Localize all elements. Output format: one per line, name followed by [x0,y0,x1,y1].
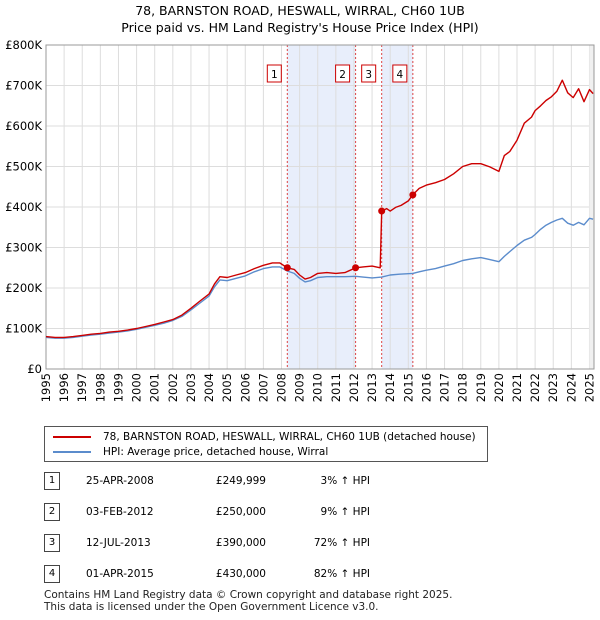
y-tick-label: £400K [5,200,42,214]
sale-point [352,264,360,272]
hpi-line [45,217,594,339]
sale-row: 4 01-APR-2015 £430,000 82% ↑ HPI [0,565,600,583]
legend-item-hpi: HPI: Average price, detached house, Wirr… [53,445,328,459]
y-tick-label: £500K [5,160,42,174]
sale-row: 2 03-FEB-2012 £250,000 9% ↑ HPI [0,503,600,521]
sale-marker-box [361,64,377,83]
sale-hpi-change: 3% ↑ HPI [320,475,370,487]
sale-date: 12-JUL-2013 [86,537,151,549]
x-tick-label: 2017 [438,373,452,402]
sale-number: 2 [44,503,60,521]
x-tick-label: 2021 [510,373,524,402]
sale-row: 3 12-JUL-2013 £390,000 72% ↑ HPI [0,534,600,552]
sale-marker-number: 3 [365,69,372,81]
sale-marker-box [392,64,408,83]
x-tick-label: 2016 [419,373,433,402]
x-tick-label: 2003 [184,373,198,402]
x-tick-label: 2015 [401,373,415,402]
x-tick-label: 1995 [39,373,53,402]
sale-date: 25-APR-2008 [86,475,154,487]
legend-swatch-hpi [53,451,91,453]
sale-hpi-change: 9% ↑ HPI [320,506,370,518]
legend-label-hpi: HPI: Average price, detached house, Wirr… [103,446,329,458]
legend-item-property: 78, BARNSTON ROAD, HESWALL, WIRRAL, CH60… [53,430,476,444]
x-tick-label: 2001 [148,373,162,402]
x-tick-label: 2022 [528,373,542,402]
x-tick-label: 1996 [57,373,71,402]
sale-price: £390,000 [215,537,266,549]
sale-price: £430,000 [215,568,266,580]
y-tick-label: £700K [5,79,42,93]
plot-frame [45,44,595,370]
x-tick-label: 2005 [220,373,234,402]
x-tick-label: 2004 [202,373,216,402]
x-tick-label: 2011 [329,373,343,402]
x-tick-label: 2002 [166,373,180,402]
x-tick-label: 1999 [111,373,125,402]
sale-point [409,191,417,199]
sale-point [283,264,291,272]
y-tick-label: £600K [5,119,42,133]
y-tick-label: £0 [27,362,42,376]
chart-title-block: 78, BARNSTON ROAD, HESWALL, WIRRAL, CH60… [0,2,600,36]
x-tick-label: 2025 [582,373,596,402]
sale-row: 1 25-APR-2008 £249,999 3% ↑ HPI [0,472,600,490]
sale-price: £249,999 [215,475,266,487]
sale-marker-box [335,64,351,83]
x-tick-label: 1997 [75,373,89,402]
x-tick-label: 1998 [93,373,107,402]
sale-hpi-change: 72% ↑ HPI [313,537,370,549]
y-tick-label: £200K [5,281,42,295]
sale-price: £250,000 [215,506,266,518]
footer-copyright: Contains HM Land Registry data © Crown c… [44,589,453,601]
x-tick-label: 2019 [474,373,488,402]
x-tick-label: 2000 [130,373,144,402]
sale-marker-number: 1 [271,69,278,81]
sale-point [378,207,386,215]
x-tick-label: 2006 [238,373,252,402]
x-tick-label: 2023 [546,373,560,402]
price-chart: £0 £100K £200K £300K £400K £500K £600K £700K £80… [5,38,596,402]
legend-label-property: 78, BARNSTON ROAD, HESWALL, WIRRAL, CH60… [103,431,476,443]
x-tick-label: 2010 [311,373,325,402]
sale-marker-box [266,64,282,83]
x-tick-label: 2007 [256,373,270,402]
chart-title: 78, BARNSTON ROAD, HESWALL, WIRRAL, CH60… [135,3,465,18]
x-tick-label: 2018 [456,373,470,402]
x-tick-label: 2014 [383,373,397,402]
sale-number: 1 [44,472,60,490]
y-tick-label: £100K [5,322,42,336]
legend-swatch-property [53,436,91,438]
sale-number: 4 [44,565,60,583]
sale-date: 01-APR-2015 [86,568,154,580]
y-tick-label: £300K [5,241,42,255]
footer-licence: This data is licensed under the Open Gov… [44,601,379,613]
x-tick-label: 2013 [365,373,379,402]
sale-hpi-change: 82% ↑ HPI [313,568,370,580]
sale-date: 03-FEB-2012 [86,506,154,518]
chart-subtitle: Price paid vs. HM Land Registry's House … [121,20,479,35]
x-tick-label: 2012 [347,373,361,402]
x-tick-label: 2009 [293,373,307,402]
x-tick-label: 2008 [275,373,289,402]
x-tick-label: 2020 [492,373,506,402]
y-tick-label: £800K [5,38,42,52]
forecast-region [589,45,594,369]
chart-legend: 78, BARNSTON ROAD, HESWALL, WIRRAL, CH60… [44,426,488,462]
x-tick-label: 2024 [564,373,578,402]
sale-marker-number: 2 [339,69,346,81]
sale-marker-number: 4 [396,69,403,81]
footer-notice: Contains HM Land Registry data © Crown c… [44,589,452,613]
sale-number: 3 [44,534,60,552]
